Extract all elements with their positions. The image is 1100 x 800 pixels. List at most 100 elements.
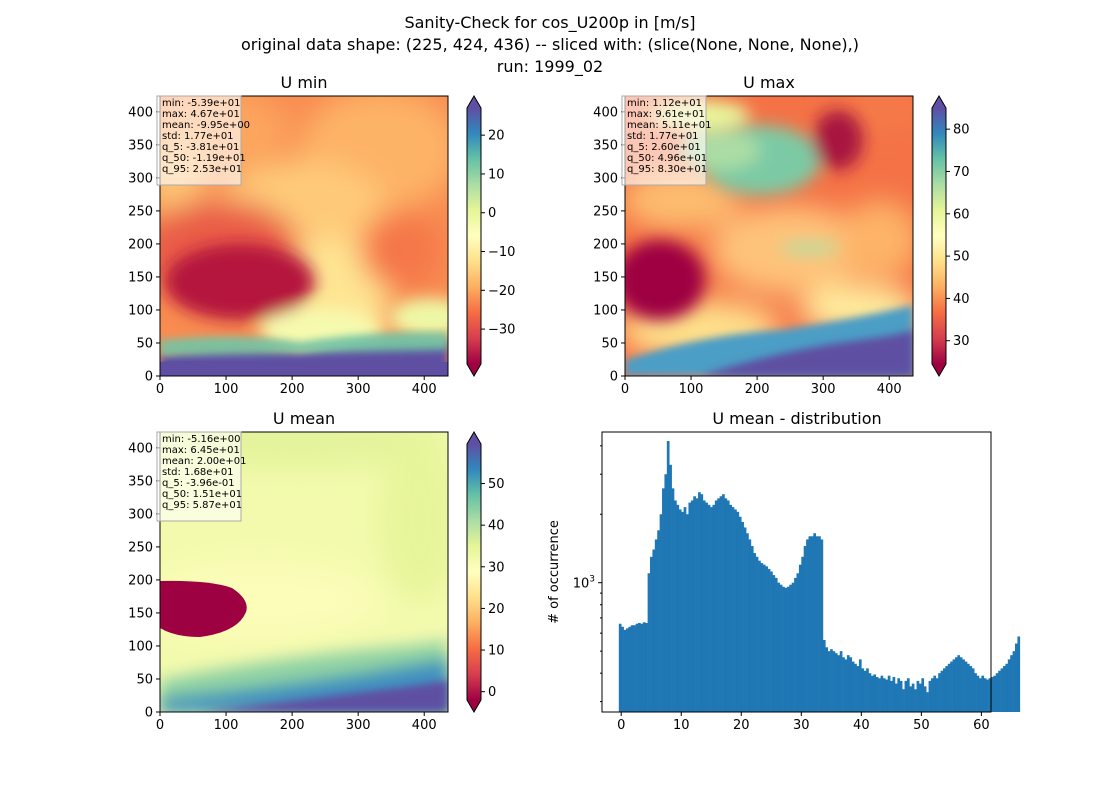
x-tick-label: 0	[621, 382, 629, 397]
x-tick-label: 300	[346, 718, 371, 733]
panel-u-max-title: U max	[743, 73, 795, 92]
histogram-bar	[875, 676, 879, 712]
figure-title-line-1: Sanity-Check for cos_U200p in [m/s]	[404, 13, 696, 32]
histogram-y-label: # of occurrence	[547, 520, 562, 624]
u-min-stat: max: 4.67e+01	[162, 109, 240, 120]
y-tick-label: 0	[145, 370, 153, 385]
u-min-colorbar-ticks: −30 −20 −10 0 10 20	[481, 129, 515, 338]
histogram-bar	[789, 584, 792, 712]
histogram-bar	[882, 678, 886, 712]
u-max-colorbar-ticks: 30 40 50 60 70 80	[946, 123, 970, 349]
u-mean-colorbar: 0 10 20 30 40 50	[466, 431, 505, 713]
histogram-bar	[623, 629, 627, 712]
y-tick-label: 300	[128, 171, 153, 186]
histogram-bar	[897, 678, 901, 712]
histogram-bar	[724, 498, 728, 712]
histogram-bar	[839, 651, 843, 712]
histogram-bar	[818, 536, 821, 712]
histogram-bar	[736, 511, 740, 712]
u-mean-stat: max: 6.45e+01	[162, 445, 240, 456]
histogram-bar	[945, 666, 949, 712]
histogram-bar	[959, 657, 963, 712]
histogram-bar	[822, 639, 826, 712]
histogram-bar	[762, 564, 766, 712]
histogram-bar	[933, 675, 937, 712]
histogram-bar	[856, 666, 860, 712]
colorbar-tick-label: 60	[953, 207, 970, 222]
colorbar-tick-label: 50	[488, 477, 505, 492]
histogram-bar	[681, 511, 684, 712]
x-tick-label: 0	[617, 718, 625, 733]
histogram-bar	[981, 675, 985, 712]
histogram-bar	[993, 675, 997, 712]
colorbar-tick-label: 40	[953, 292, 970, 307]
histogram-bar	[698, 492, 701, 712]
histogram-bar	[777, 582, 780, 712]
histogram-bar	[700, 494, 704, 712]
histogram-bar	[914, 689, 917, 712]
histogram-bar	[851, 661, 855, 712]
histogram-bar	[671, 488, 675, 712]
histogram-bar	[842, 657, 845, 712]
colorbar-tick-label: 0	[488, 685, 496, 700]
histogram-bar	[866, 668, 869, 712]
u-max-stat: max: 9.61e+01	[627, 109, 705, 120]
histogram-bar	[1010, 655, 1013, 712]
x-tick-label: 60	[973, 718, 990, 733]
histogram-bar	[683, 507, 687, 712]
panel-u-max: U max 0 100 200 300 400	[593, 73, 969, 397]
histogram-bar	[976, 675, 980, 712]
histogram-bar	[890, 680, 893, 712]
histogram-bar	[729, 504, 732, 712]
histogram-bar	[796, 573, 800, 712]
histogram-bar	[870, 675, 874, 712]
histogram-bar	[810, 536, 814, 712]
histogram-bar	[652, 549, 656, 712]
histogram-bar	[952, 659, 956, 712]
x-tick-label: 200	[280, 718, 305, 733]
histogram-bar	[758, 560, 761, 712]
histogram-bar	[772, 575, 776, 712]
histogram-bar	[801, 556, 805, 712]
histogram-bar	[794, 577, 797, 712]
histogram-bar	[974, 673, 977, 712]
histogram-bar	[705, 502, 708, 712]
histogram-bar	[938, 673, 941, 712]
histogram-bar	[726, 500, 730, 712]
histogram-bar	[942, 668, 946, 712]
histogram-bar	[969, 666, 973, 712]
histogram-title: U mean - distribution	[712, 409, 881, 428]
u-min-stat: mean: -9.95e+00	[162, 120, 250, 131]
y-tick-label: 150	[593, 270, 618, 285]
histogram-bar	[791, 582, 795, 712]
histogram-bar	[748, 539, 752, 712]
histogram-bars	[618, 440, 1021, 712]
histogram-bar	[714, 500, 718, 712]
u-min-stats-box: min: -5.39e+01 max: 4.67e+01 mean: -9.95…	[156, 95, 250, 186]
u-max-stat: q_95: 8.30e+01	[627, 164, 707, 175]
histogram-bar	[662, 488, 665, 712]
u-min-stat: q_95: 2.53e+01	[162, 164, 242, 175]
histogram-bar	[638, 622, 641, 712]
x-tick-label: 400	[412, 382, 437, 397]
histogram-bar	[988, 678, 992, 712]
histogram-bar	[664, 474, 668, 712]
u-max-stat: min: 1.12e+01	[627, 98, 702, 109]
histogram-bar	[803, 546, 807, 712]
colorbar-tick-label: 30	[488, 560, 505, 575]
histogram-x-axis: 0 10 20 30 40 50 60	[617, 712, 990, 733]
histogram-bar	[798, 564, 802, 712]
histogram-bar	[669, 464, 672, 712]
x-tick-label: 0	[156, 382, 164, 397]
y-tick-label: 200	[128, 573, 153, 588]
histogram-bar	[849, 657, 853, 712]
histogram-bar	[827, 651, 831, 712]
histogram-bar	[832, 651, 836, 712]
y-tick-label: 50	[601, 336, 618, 351]
histogram-bar	[690, 500, 694, 712]
u-max-colorbar: 30 40 50 60 70 80	[931, 95, 970, 377]
y-tick-label: 103	[573, 575, 595, 592]
histogram-bar	[630, 625, 634, 712]
histogram-bar	[770, 571, 773, 712]
histogram-bar	[930, 678, 934, 712]
